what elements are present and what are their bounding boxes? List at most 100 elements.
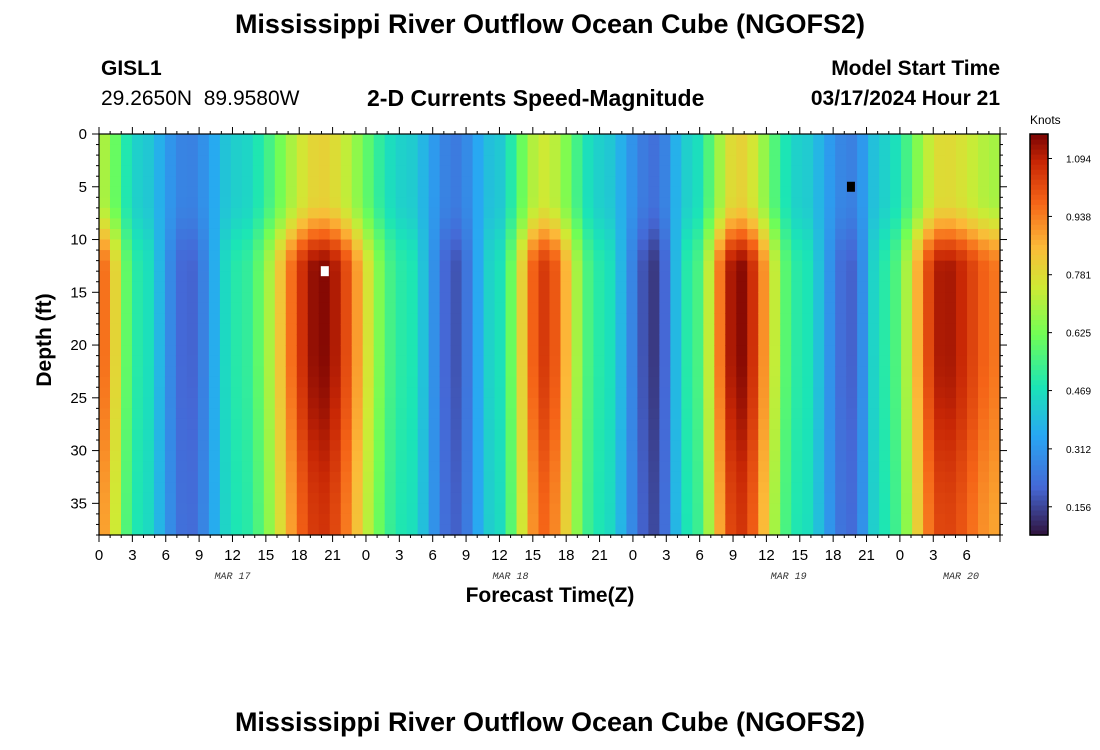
heatmap-cell [615, 492, 628, 504]
heatmap-cell [758, 239, 770, 251]
heatmap-cell [340, 334, 353, 346]
heatmap-cell [736, 186, 748, 198]
heatmap-cell [648, 302, 660, 314]
heatmap-cell [296, 292, 309, 304]
heatmap-cell [725, 228, 737, 241]
heatmap-cell [703, 450, 715, 462]
heatmap-cell [890, 492, 902, 504]
heatmap-cell [505, 429, 518, 441]
heatmap-cell [648, 271, 660, 283]
heatmap-cell [725, 471, 737, 483]
heatmap-cell [472, 292, 485, 304]
heatmap-cell [967, 482, 979, 494]
heatmap-cell [439, 302, 452, 314]
heatmap-cell [681, 524, 693, 536]
x-tick-label: 3 [662, 547, 670, 564]
heatmap-cell [912, 302, 924, 314]
heatmap-cell [626, 271, 638, 283]
heatmap-cell [934, 524, 946, 536]
heatmap-cell [582, 239, 595, 251]
colorbar-segment [1030, 509, 1048, 516]
heatmap-cell [780, 134, 792, 146]
heatmap-cell [868, 165, 880, 177]
heatmap-cell [384, 302, 397, 314]
heatmap-cell [637, 313, 649, 325]
heatmap-cell [890, 176, 902, 188]
heatmap-cell [175, 165, 188, 177]
heatmap-cell [736, 239, 748, 251]
heatmap-cell [967, 292, 979, 304]
heatmap-cell [879, 197, 891, 209]
heatmap-cell [560, 155, 573, 167]
heatmap-cell [791, 524, 803, 536]
colorbar-segment [1030, 249, 1048, 255]
heatmap-cell [560, 440, 573, 452]
heatmap-cell [351, 228, 364, 241]
heatmap-cell [516, 387, 529, 399]
heatmap-cell [758, 250, 770, 262]
heatmap-cell [208, 524, 221, 536]
heatmap-cell [142, 334, 155, 346]
heatmap-cell [604, 292, 617, 304]
heatmap-cell [428, 524, 441, 536]
heatmap-cell [835, 524, 847, 536]
heatmap-cell [164, 387, 177, 399]
heatmap-cell [428, 144, 441, 156]
heatmap-cell [582, 376, 595, 388]
heatmap-cell [120, 207, 133, 220]
heatmap-cell [516, 503, 529, 515]
heatmap-cell [472, 418, 485, 431]
heatmap-cell [549, 429, 562, 441]
heatmap-cell [835, 397, 847, 409]
heatmap-cell [615, 355, 628, 367]
heatmap-cell [967, 440, 979, 452]
heatmap-cell [945, 513, 957, 526]
heatmap-cell [802, 397, 814, 409]
heatmap-cell [549, 281, 562, 293]
heatmap-cell [824, 186, 836, 198]
heatmap-cell [835, 144, 847, 156]
heatmap-cell [461, 366, 474, 378]
heatmap-cell [846, 271, 858, 283]
heatmap-cell [637, 302, 649, 314]
heatmap-cell [472, 302, 485, 314]
heatmap-cell [703, 302, 715, 314]
heatmap-cell [406, 302, 419, 314]
heatmap-cell [879, 503, 891, 515]
heatmap-cell [406, 281, 419, 293]
heatmap-cell [285, 418, 298, 431]
heatmap-cell [450, 281, 463, 293]
heatmap-cell [791, 176, 803, 188]
heatmap-cell [791, 271, 803, 283]
heatmap-cell [901, 165, 913, 177]
heatmap-cell [626, 281, 638, 293]
heatmap-cell [692, 429, 704, 441]
station-coordinates: 29.2650N 89.9580W [101, 87, 299, 111]
heatmap-cell [615, 176, 628, 188]
heatmap-cell [791, 513, 803, 526]
heatmap-cell [923, 461, 935, 473]
heatmap-cell [868, 376, 880, 388]
heatmap-cell [736, 207, 748, 220]
heatmap-cell [615, 197, 628, 209]
heatmap-cell [978, 440, 990, 452]
heatmap-cell [296, 387, 309, 399]
heatmap-cell [637, 503, 649, 515]
heatmap-cell [395, 366, 408, 378]
heatmap-cell [659, 197, 671, 209]
heatmap-cell [461, 176, 474, 188]
heatmap-cell [615, 281, 628, 293]
heatmap-cell [164, 471, 177, 483]
heatmap-cell [417, 524, 430, 536]
heatmap-cell [549, 323, 562, 336]
heatmap-cell [571, 144, 584, 156]
heatmap-cell [208, 281, 221, 293]
heatmap-cell [747, 482, 759, 494]
heatmap-cell [241, 334, 254, 346]
heatmap-cell [923, 492, 935, 504]
heatmap-cell [967, 176, 979, 188]
heatmap-cell [879, 144, 891, 156]
heatmap-cell [373, 440, 386, 452]
heatmap-cell [736, 418, 748, 431]
heatmap-cell [461, 207, 474, 220]
